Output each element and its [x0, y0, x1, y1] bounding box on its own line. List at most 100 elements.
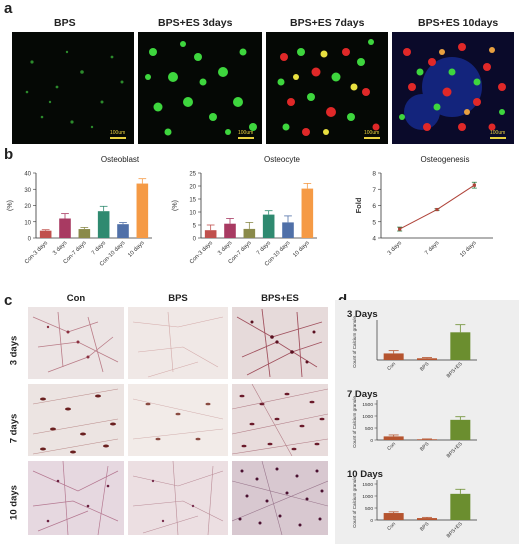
bar: [282, 222, 294, 238]
y-tick-label: 40: [24, 172, 31, 178]
panel-c-letter: c: [4, 292, 13, 309]
y-axis-label: (%): [172, 200, 179, 211]
chart-title-osteocyte: Osteocyte: [263, 155, 300, 164]
y-tick-label: 500: [365, 426, 373, 432]
x-tick-label: 3 days: [217, 240, 233, 256]
scale-bar: 100um: [110, 130, 126, 139]
panel-d-background: [335, 300, 519, 544]
bar: [417, 439, 437, 440]
panel-a-letter: a: [4, 0, 13, 17]
micro-label-es10: BPS+ES 10days: [418, 17, 499, 29]
y-tick-label: 0: [28, 237, 32, 243]
stain-cells: [132, 398, 224, 441]
stain-image-es-7: [232, 384, 328, 456]
y-tick-label: 1500: [362, 402, 373, 408]
bar: [383, 353, 404, 360]
y-axis-label: (%): [7, 200, 14, 211]
y-tick-label: 0: [193, 237, 197, 243]
data-point: [435, 207, 439, 212]
bar: [204, 230, 217, 238]
chart-title: 7 Days: [347, 389, 378, 400]
stain-cells: [132, 461, 224, 535]
bar: [450, 332, 471, 360]
fluorescence-cells-bps: [25, 50, 124, 129]
bar: [417, 518, 437, 520]
y-tick-label: 0: [370, 438, 373, 444]
y-tick-label: 10: [189, 211, 196, 217]
stain-image-con-7: [28, 384, 124, 456]
x-tick-label: 10 days: [459, 240, 478, 259]
x-tick-label: BPS+ES: [446, 521, 465, 540]
micro-label-es7: BPS+ES 7days: [290, 17, 365, 29]
y-tick-label: 1500: [362, 482, 373, 488]
bar: [97, 211, 110, 238]
x-tick-label: 7 days: [424, 240, 440, 256]
y-tick-label: 7: [372, 187, 376, 194]
bar: [117, 224, 129, 238]
stain-cells: [32, 461, 119, 535]
fluorescence-cells-es7: [277, 39, 380, 136]
x-tick-label: 3 days: [52, 240, 68, 256]
stain-image-es-3: [232, 307, 328, 379]
stain-cells: [32, 311, 119, 373]
x-tick-label: Con-3 days: [24, 240, 49, 265]
x-tick-label: Con: [386, 361, 397, 372]
stain-image-es-10: [232, 461, 328, 535]
micro-label-bps: BPS: [54, 17, 76, 29]
y-tick-label: 4: [372, 236, 376, 243]
micro-label-es3: BPS+ES 3days: [158, 17, 233, 29]
y-axis-label: Count of Calcium granule: [352, 316, 357, 368]
x-tick-label: Con-3 days: [189, 240, 214, 265]
bar: [417, 358, 437, 360]
y-tick-label: 20: [189, 185, 196, 191]
series-line: [399, 184, 475, 230]
x-tick-label: BPS+ES: [446, 361, 465, 380]
y-tick-label: 1000: [362, 414, 373, 420]
stain-image-bps-7: [128, 384, 228, 456]
stain-cells: [132, 311, 224, 378]
data-point: [398, 227, 402, 231]
bar: [262, 214, 275, 238]
y-tick-label: 0: [370, 518, 373, 524]
data-point: [472, 183, 476, 187]
y-tick-label: 5: [193, 224, 197, 230]
fluorescence-image-es7: 100um: [266, 32, 388, 144]
calcium-chart-10days: 10 Days 0 500 1000 1500 Count of Calcium gran…: [347, 469, 477, 540]
col-label-con: Con: [66, 293, 86, 304]
chart-title-osteogenesis: Osteogenesis: [420, 155, 470, 164]
bar: [301, 188, 314, 238]
x-tick-label: Con: [386, 441, 397, 452]
row-label-10days: 10 days: [8, 485, 20, 520]
fluorescence-image-es10: 100um: [392, 32, 514, 144]
y-axis-label: Fold: [354, 197, 363, 213]
bar: [450, 419, 471, 440]
scale-bar: 100um: [490, 130, 506, 139]
chart-title: 3 Days: [347, 309, 378, 320]
y-tick-label: 20: [24, 204, 31, 210]
bar: [136, 183, 149, 238]
x-tick-label: 7 days: [256, 240, 272, 256]
fluorescence-cells-es3: [145, 41, 257, 136]
x-tick-label: BPS: [419, 361, 431, 373]
bar: [224, 223, 236, 238]
fluorescence-image-bps: 100um: [12, 32, 134, 144]
stain-cells: [32, 388, 119, 455]
y-tick-label: 30: [24, 188, 31, 194]
scale-bar: 100um: [364, 130, 380, 139]
stain-image-bps-10: [128, 461, 228, 535]
y-tick-label: 6: [372, 203, 376, 210]
stain-image-bps-3: [128, 307, 228, 379]
bar: [78, 229, 91, 238]
y-tick-label: 15: [189, 198, 196, 204]
x-tick-label: BPS: [419, 521, 431, 533]
y-axis-label: Count of Calcium granule: [352, 476, 357, 528]
y-axis-label: Count of Calcium granule: [352, 396, 357, 448]
osteogenesis-chart: 4 5 6 7 8 Fold 3 days 7 days 10 days: [354, 171, 493, 259]
stain-cells: [232, 461, 328, 535]
bar: [383, 513, 404, 520]
col-label-bps-es: BPS+ES: [261, 293, 299, 304]
scale-bar: 100um: [238, 130, 254, 139]
x-tick-label: BPS: [419, 441, 431, 453]
